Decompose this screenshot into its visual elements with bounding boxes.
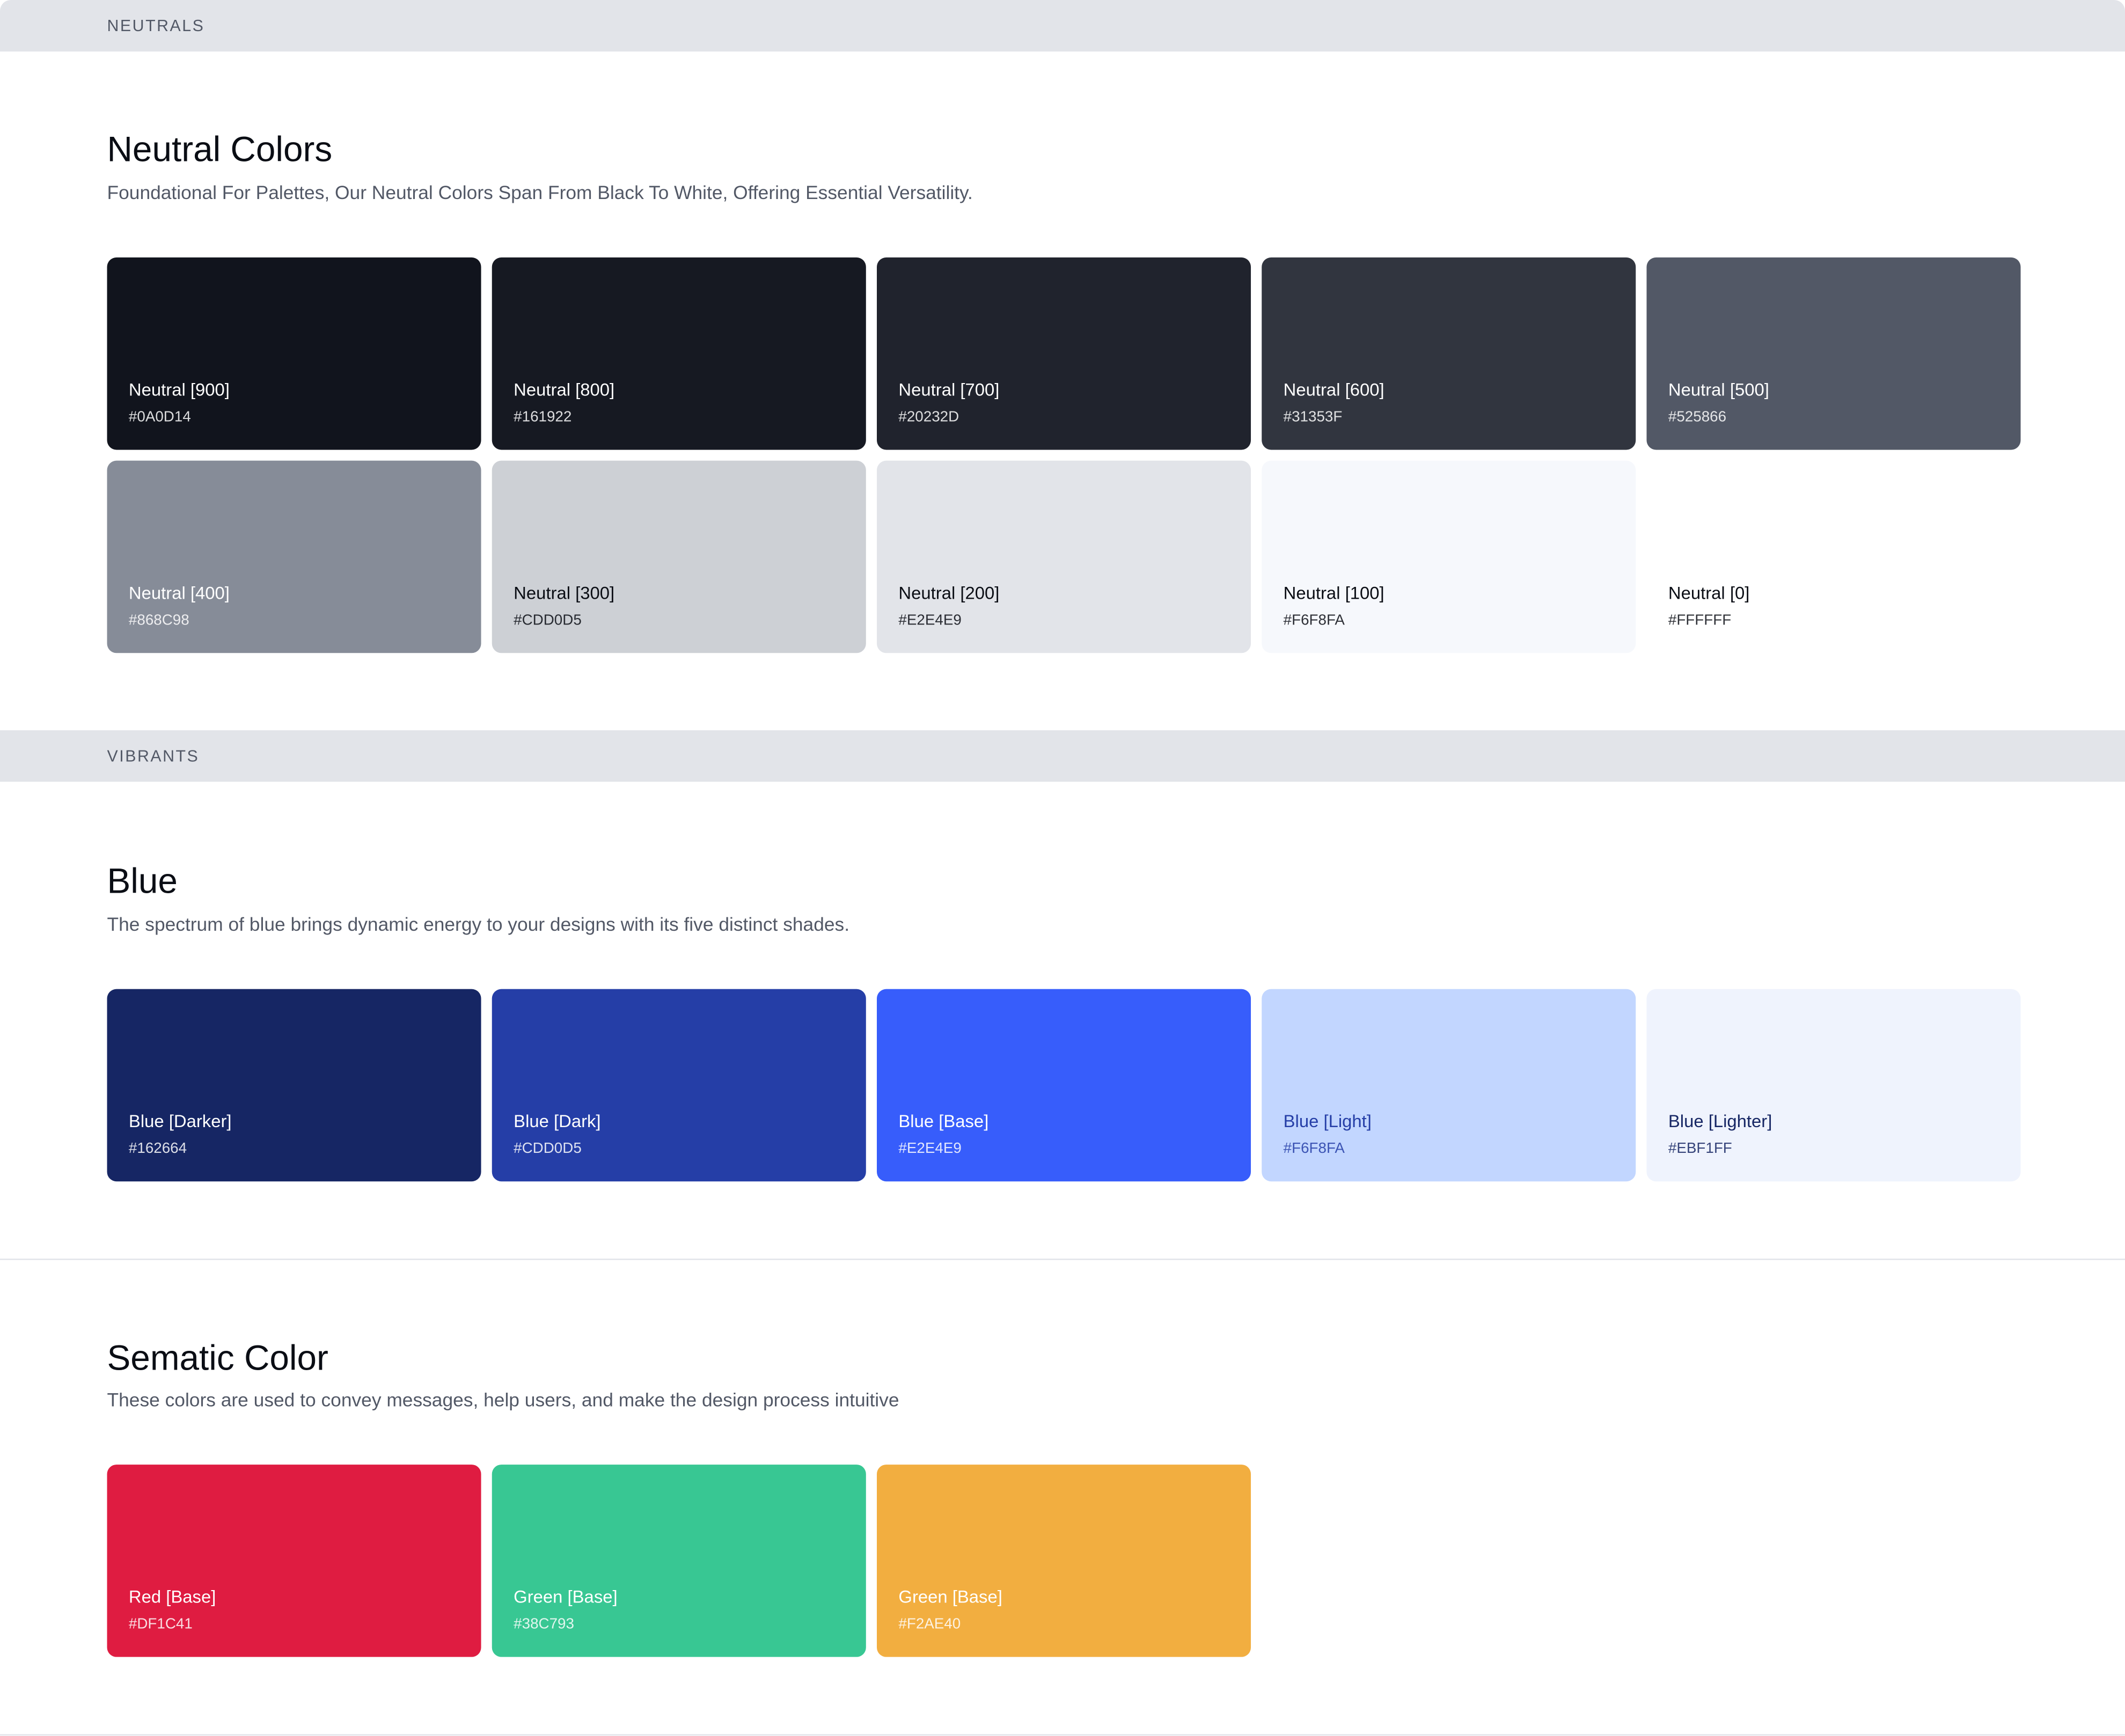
- blue-description: The spectrum of blue brings dynamic ener…: [107, 913, 850, 935]
- color-swatch-card[interactable]: Green [Base] #38C793: [492, 1465, 866, 1657]
- semantic-color-description: These colors are used to convey messages…: [107, 1388, 899, 1411]
- color-swatch-card[interactable]: Green [Base] #F2AE40: [876, 1465, 1251, 1657]
- blue-swatch-grid: Blue [Darker] #162664 Blue [Dark] #CDD0D5 Bl…: [107, 989, 2021, 1182]
- vibrants-section-header: VIBRANTS: [0, 730, 2125, 782]
- bottom-divider: [0, 1734, 2125, 1736]
- swatch-name: Blue [Light]: [1283, 1110, 1372, 1131]
- swatch-hex: #DF1C41: [128, 1616, 193, 1633]
- color-swatch-card[interactable]: Neutral [300] #CDD0D5: [492, 460, 866, 653]
- swatch-hex: #CDD0D5: [514, 612, 582, 629]
- section-divider: [0, 1259, 2125, 1260]
- swatch-name: Blue [Base]: [898, 1110, 989, 1131]
- swatch-hex: #20232D: [898, 409, 959, 426]
- color-swatch-card[interactable]: Blue [Dark] #CDD0D5: [492, 989, 866, 1182]
- neutrals-section-header: NEUTRALS: [0, 0, 2125, 52]
- color-swatch-card[interactable]: Neutral [700] #20232D: [876, 257, 1251, 450]
- swatch-name: Neutral [200]: [898, 582, 1000, 603]
- swatch-hex: #F6F8FA: [1283, 612, 1345, 629]
- swatch-hex: #EBF1FF: [1668, 1141, 1732, 1157]
- neutral-swatch-grid: Neutral [900] #0A0D14 Neutral [800] #161922…: [107, 257, 2021, 653]
- swatch-name: Neutral [100]: [1283, 582, 1384, 603]
- swatch-name: Blue [Lighter]: [1668, 1110, 1772, 1131]
- color-swatch-card[interactable]: Blue [Light] #F6F8FA: [1262, 989, 1636, 1182]
- color-swatch-card[interactable]: Neutral [100] #F6F8FA: [1262, 460, 1636, 653]
- swatch-name: Neutral [800]: [514, 379, 615, 400]
- swatch-name: Neutral [500]: [1668, 379, 1769, 400]
- color-swatch-card[interactable]: Neutral [600] #31353F: [1262, 257, 1636, 450]
- swatch-hex: #F2AE40: [898, 1616, 961, 1633]
- swatch-name: Neutral [900]: [128, 379, 230, 400]
- color-swatch-card[interactable]: Neutral [200] #E2E4E9: [876, 460, 1251, 653]
- swatch-hex: #868C98: [128, 612, 189, 629]
- swatch-name: Blue [Dark]: [514, 1110, 601, 1131]
- color-swatch-card[interactable]: Neutral [900] #0A0D14: [107, 257, 481, 450]
- blue-title: Blue: [107, 860, 178, 901]
- color-swatch-card[interactable]: Neutral [0] #FFFFFF: [1646, 460, 2021, 653]
- swatch-name: Blue [Darker]: [128, 1110, 232, 1131]
- swatch-hex: #525866: [1668, 409, 1727, 426]
- color-swatch-card[interactable]: Neutral [500] #525866: [1646, 257, 2021, 450]
- color-swatch-card[interactable]: Blue [Darker] #162664: [107, 989, 481, 1182]
- color-swatch-card[interactable]: Blue [Base] #E2E4E9: [876, 989, 1251, 1182]
- swatch-hex: #38C793: [514, 1616, 574, 1633]
- swatch-hex: #0A0D14: [128, 409, 191, 426]
- swatch-hex: #31353F: [1283, 409, 1343, 426]
- swatch-name: Neutral [300]: [514, 582, 615, 603]
- swatch-hex: #161922: [514, 409, 572, 426]
- swatch-hex: #F6F8FA: [1283, 1141, 1345, 1157]
- semantic-swatch-grid: Red [Base] #DF1C41 Green [Base] #38C793 Gree…: [107, 1465, 2021, 1657]
- swatch-name: Neutral [700]: [898, 379, 1000, 400]
- color-swatch-card[interactable]: Blue [Lighter] #EBF1FF: [1646, 989, 2021, 1182]
- swatch-hex: #CDD0D5: [514, 1141, 582, 1157]
- swatch-name: Neutral [600]: [1283, 379, 1384, 400]
- color-swatch-card[interactable]: Neutral [800] #161922: [492, 257, 866, 450]
- swatch-name: Green [Base]: [898, 1586, 1002, 1607]
- color-swatch-card[interactable]: Red [Base] #DF1C41: [107, 1465, 481, 1657]
- vibrants-label: VIBRANTS: [107, 746, 200, 766]
- neutrals-label: NEUTRALS: [107, 16, 205, 35]
- swatch-hex: #FFFFFF: [1668, 612, 1732, 629]
- swatch-hex: #E2E4E9: [898, 612, 962, 629]
- swatch-name: Red [Base]: [128, 1586, 216, 1607]
- color-swatch-card[interactable]: Neutral [400] #868C98: [107, 460, 481, 653]
- swatch-name: Neutral [400]: [128, 582, 230, 603]
- swatch-name: Neutral [0]: [1668, 582, 1750, 603]
- neutral-colors-description: Foundational For Palettes, Our Neutral C…: [107, 181, 973, 203]
- neutral-colors-title: Neutral Colors: [107, 128, 333, 170]
- swatch-name: Green [Base]: [514, 1586, 618, 1607]
- swatch-hex: #E2E4E9: [898, 1141, 962, 1157]
- swatch-hex: #162664: [128, 1141, 187, 1157]
- semantic-color-title: Sematic Color: [107, 1337, 328, 1378]
